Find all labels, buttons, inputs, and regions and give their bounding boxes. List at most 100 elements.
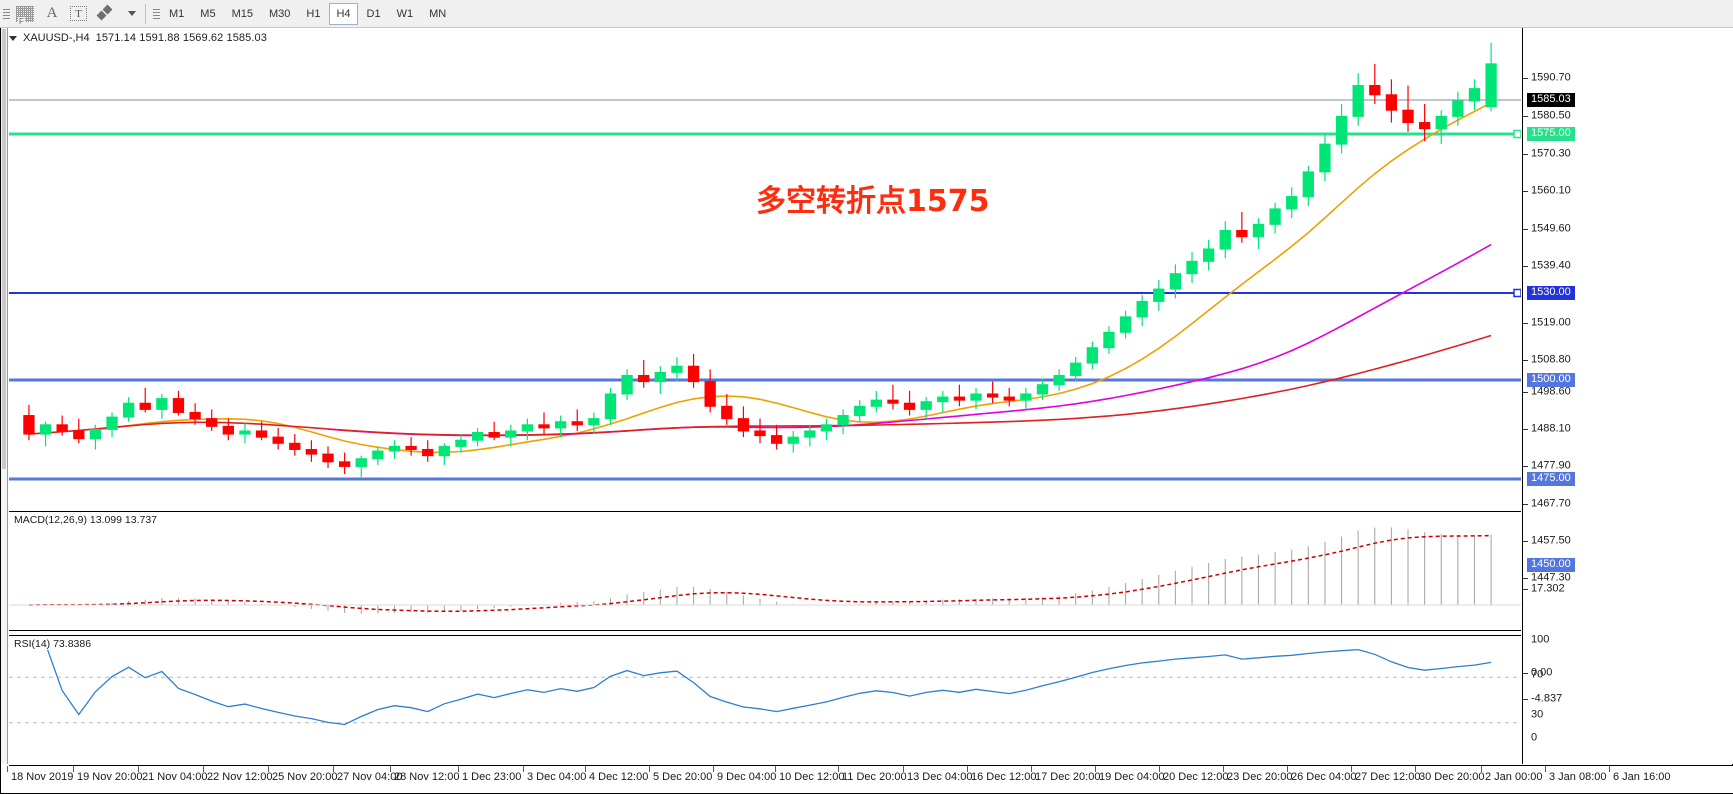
candle-body [621,374,633,395]
time-axis-label: 23 Dec 20:00 [1227,771,1293,783]
toolbar-drag-handle[interactable] [1,2,11,26]
timeframe-button-w1[interactable]: W1 [396,7,414,20]
price-axis-label-1508-80: 1508.80 [1531,353,1571,366]
timeframe-button-m30[interactable]: M30 [268,7,291,20]
time-axis-label: 2 Jan 00:00 [1485,771,1543,783]
timeframe-button-mn[interactable]: MN [429,7,447,20]
candle-body [903,402,916,410]
time-axis-label: 19 Nov 20:00 [77,771,143,783]
price-axis-label-1500-00[interactable]: 1500.00 [1527,373,1575,387]
candle-body [1369,85,1381,96]
chart-area[interactable]: XAUUSD-,H4 1571.14 1591.88 1569.62 1585.… [0,28,1733,794]
price-tick-mark [1523,229,1528,230]
candle-body [355,458,367,467]
rsi-label: RSI(14) 73.8386 [12,638,94,650]
shapes-icon[interactable] [92,2,120,26]
candle-body [422,448,434,457]
candle-body [1269,208,1281,225]
price-axis-label-1519-00: 1519.00 [1531,316,1571,329]
candle-body [1103,331,1115,349]
candle-body [23,415,35,435]
candle-body [687,365,700,383]
price-pane[interactable] [9,30,1521,505]
price-tick-mark [1523,266,1528,267]
price-axis-label-1575-00[interactable]: 1575.00 [1527,127,1575,141]
price-axis-label-1530-00[interactable]: 1530.00 [1527,286,1575,300]
macd-pane[interactable]: MACD(12,26,9) 13.099 13.737 [9,511,1521,631]
price-tick-mark [1523,504,1528,505]
candle-body [388,445,401,452]
price-axis-label-1570-30: 1570.30 [1531,147,1571,160]
time-axis-label: 20 Dec 12:00 [1163,771,1229,783]
crosshair-f-icon[interactable] [11,2,39,26]
timeframe-drag-handle[interactable] [151,2,161,26]
price-tick-mark [1523,116,1528,117]
candle-body [588,418,600,426]
timeframe-button-m15[interactable]: M15 [231,7,253,20]
macd-canvas [9,527,1521,614]
time-tick-mark [967,766,968,772]
price-tick-mark [1523,323,1528,324]
scrollbar-thumb[interactable] [2,29,6,469]
candle-body [1202,248,1215,262]
candle-body [787,436,799,444]
rsi-pane[interactable]: RSI(14) 73.8386 [9,635,1521,764]
price-tick-mark [1523,429,1528,430]
candle-body [521,424,534,432]
time-axis-label: 11 Dec 20:00 [842,771,907,783]
time-tick-mark [203,766,204,772]
price-axis-label-1467-70: 1467.70 [1531,497,1571,510]
vertical-scrollbar[interactable] [1,28,8,764]
candle-body [937,396,949,403]
shapes-dropdown-caret-icon[interactable] [120,2,141,26]
price-axis-label-1450-00[interactable]: 1450.00 [1527,558,1575,572]
price-axis-label-1475-00[interactable]: 1475.00 [1527,472,1575,486]
chart-menu-caret-icon[interactable] [9,35,17,41]
timeframe-button-m5[interactable]: M5 [200,7,216,20]
candle-body [56,424,68,432]
macd-axis-label-000: 0.00 [1531,666,1553,679]
time-tick-mark [138,766,139,772]
symbol-ohlc: 1571.14 1591.88 1569.62 1585.03 [95,32,267,44]
candle-body [1385,94,1398,111]
text-box-icon[interactable]: T [65,2,92,26]
time-tick-mark [1095,766,1096,772]
time-axis-label: 28 Nov 12:00 [394,771,460,783]
time-tick-mark [1351,766,1352,772]
price-axis-label-1549-60: 1549.60 [1531,222,1571,235]
candle-body [538,424,550,429]
candle-body [654,371,666,383]
time-axis-label: 27 Nov 04:00 [337,771,403,783]
candle-body [804,430,816,438]
timeframe-button-d1[interactable]: D1 [366,7,381,20]
time-axis[interactable]: 18 Nov 2019 19 Nov 20:00 21 Nov 04:00 22 No… [7,765,1733,793]
level-1530-handle [1513,288,1521,298]
toolbar-separator [145,3,146,24]
candle-body [505,430,517,438]
time-axis-label: 4 Dec 12:00 [589,771,649,783]
symbol-name: XAUUSD-,H4 [23,32,90,44]
time-tick-mark [1545,766,1546,772]
text-label-icon[interactable]: A [46,5,58,21]
candle-body [405,445,417,450]
candle-body [372,450,384,460]
macd-tick-mark [1523,673,1528,674]
candle-body [920,401,932,410]
price-axis[interactable]: 1590.70 1585.03 1580.50 1575.00 1570.30 1560.… [1522,28,1733,764]
candle-body [1219,229,1231,250]
time-tick-mark [1159,766,1160,772]
timeframe-button-h4[interactable]: H4 [329,2,358,25]
time-tick-mark [1415,766,1416,772]
timeframe-button-h1[interactable]: H1 [306,7,321,20]
time-tick-mark [523,766,524,772]
candle-body [189,411,201,420]
time-axis-label: 17 Dec 20:00 [1035,771,1101,783]
candle-body [1236,229,1248,238]
timeframe-button-m1[interactable]: M1 [169,7,185,20]
time-axis-label: 30 Dec 20:00 [1419,771,1485,783]
price-axis-label-1585-03[interactable]: 1585.03 [1527,93,1575,107]
candle-body [737,418,750,432]
candle-body [1335,115,1348,145]
candle-body [338,461,351,467]
candle-body [122,402,135,418]
